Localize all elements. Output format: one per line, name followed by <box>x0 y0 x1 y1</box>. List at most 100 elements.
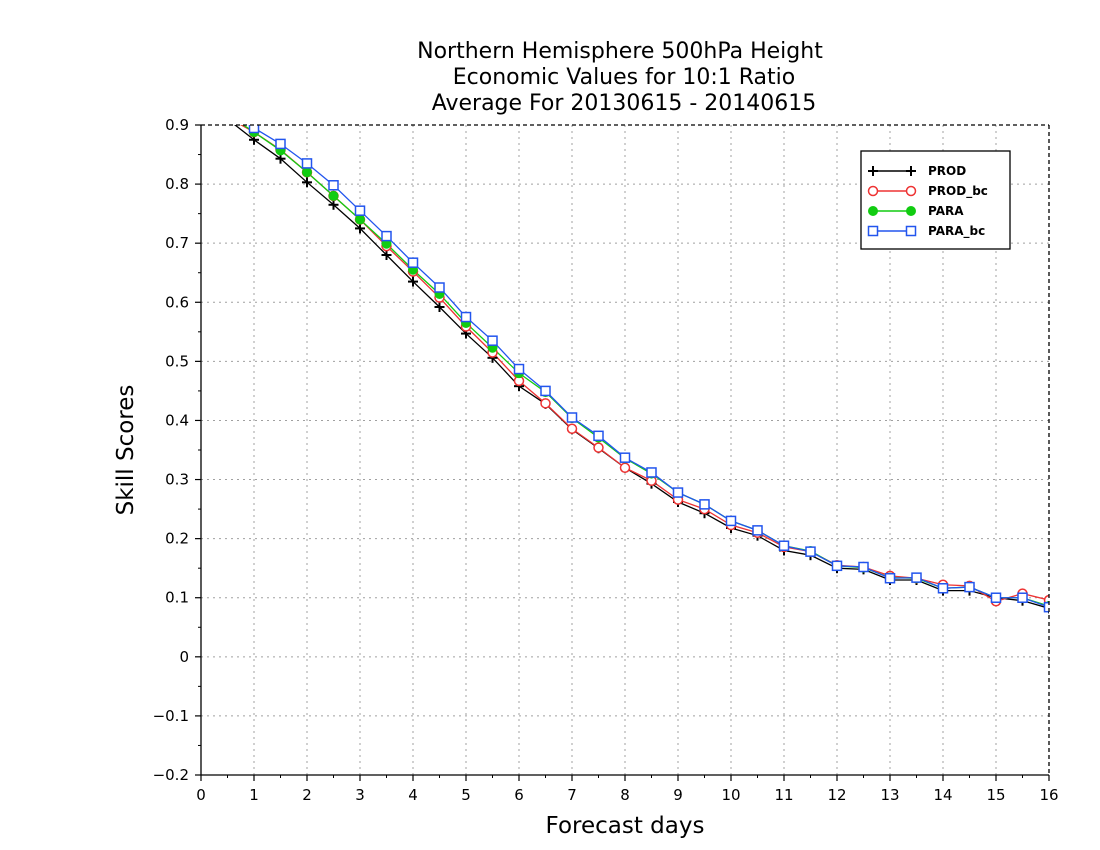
data-point-para-bc <box>831 560 843 572</box>
legend-marker-para <box>906 206 916 216</box>
data-point-prod <box>434 302 445 312</box>
x-tick-label: 0 <box>196 786 206 804</box>
y-tick-label: −0.2 <box>153 766 189 784</box>
data-point-para-bc <box>566 412 578 423</box>
data-point-para-bc <box>990 592 1002 603</box>
legend-marker-prod-bc <box>867 185 879 197</box>
x-tick-label: 10 <box>721 786 740 804</box>
title-line-2: Economic Values for 10:1 Ratio <box>453 65 795 90</box>
data-point-para-bc <box>301 158 313 169</box>
data-point-para <box>355 214 365 225</box>
data-point-para-bc <box>619 452 631 463</box>
data-point-para-bc <box>964 581 975 593</box>
y-axis-label: Skill Scores <box>113 385 139 516</box>
y-tick-label: 0.7 <box>165 234 189 252</box>
data-point-para-bc <box>328 180 339 191</box>
x-tick-label: 1 <box>249 786 259 804</box>
data-point-prod-bc <box>566 423 578 434</box>
data-point-prod-bc <box>619 462 631 473</box>
legend-item-para: PARA <box>868 204 964 218</box>
legend-marker-prod <box>906 166 916 176</box>
legend: PROD PROD_bc PARA PARA_bc <box>860 150 1011 250</box>
data-point-prod-bc <box>593 442 604 453</box>
legend-item-prod-bc: PROD_bc <box>867 184 988 199</box>
x-tick-label: 9 <box>673 786 683 804</box>
data-point-para-bc <box>1043 601 1049 613</box>
data-point-para-bc <box>646 467 657 478</box>
y-tick-label: 0.2 <box>165 530 189 548</box>
x-tick-label: 12 <box>827 786 846 804</box>
data-point-para-bc <box>699 499 710 510</box>
data-point-para-bc <box>248 125 260 134</box>
legend-marker-para-bc <box>905 225 917 237</box>
data-point-para-bc <box>354 205 366 216</box>
data-point-prod <box>355 223 365 234</box>
data-point-prod <box>328 199 339 210</box>
legend-item-para-bc: PARA_bc <box>867 224 985 239</box>
x-tick-label: 15 <box>986 786 1005 804</box>
data-point-para-bc <box>540 385 551 397</box>
data-point-para-bc <box>487 335 498 346</box>
data-point-para-bc <box>911 572 922 583</box>
data-point-para-bc <box>937 583 949 594</box>
legend-label-para-bc: PARA_bc <box>928 224 985 239</box>
y-tick-label: 0.4 <box>165 411 189 429</box>
x-tick-label: 13 <box>880 786 899 804</box>
legend-label-para: PARA <box>928 204 964 218</box>
legend-label-prod-bc: PROD_bc <box>928 184 988 199</box>
data-point-prod-bc <box>540 398 551 409</box>
data-point-para-bc <box>725 515 737 527</box>
data-point-para-bc <box>805 546 816 557</box>
data-point-para-bc <box>1017 592 1028 603</box>
title-line-3: Average For 20130615 - 20140615 <box>432 91 817 116</box>
grid <box>201 125 1049 775</box>
data-point-para-bc <box>752 525 763 536</box>
data-point-prod <box>381 250 392 260</box>
y-tick-label: 0 <box>179 648 189 666</box>
x-tick-label: 2 <box>302 786 312 804</box>
legend-marker-para-bc <box>867 225 879 237</box>
data-point-para-bc <box>513 363 525 375</box>
y-axis-ticks: −0.2 −0.1 0 0.1 0.2 0.3 0.4 0.5 0.6 0.7 0.8 0.9 <box>153 116 201 784</box>
y-tick-label: 0.9 <box>165 116 189 134</box>
title-line-1: Northern Hemisphere 500hPa Height <box>417 39 823 64</box>
series-markers <box>248 125 1049 614</box>
y-tick-label: 0.8 <box>165 175 189 193</box>
data-point-prod <box>408 276 418 287</box>
data-point-para <box>302 167 312 178</box>
x-axis-label: Forecast days <box>546 813 705 839</box>
y-tick-label: 0.1 <box>165 589 189 607</box>
legend-marker-prod-bc <box>905 185 917 197</box>
data-point-para-bc <box>275 138 286 150</box>
data-point-para-bc <box>460 311 472 323</box>
chart-title: Northern Hemisphere 500hPa Height Econom… <box>417 39 823 116</box>
data-point-para-bc <box>778 540 790 551</box>
legend-item-prod: PROD <box>868 164 966 178</box>
data-point-para <box>328 190 339 201</box>
legend-marker-prod <box>868 166 878 176</box>
data-point-para-bc <box>407 257 419 268</box>
legend-label-prod: PROD <box>928 164 966 178</box>
data-point-prod <box>302 177 312 188</box>
data-point-para-bc <box>858 561 869 573</box>
data-point-para-bc <box>884 572 896 584</box>
y-tick-label: 0.3 <box>165 471 189 489</box>
x-tick-label: 3 <box>355 786 365 804</box>
x-axis-ticks: 0 1 2 3 4 5 6 7 8 9 10 11 12 13 14 15 16 <box>196 775 1059 804</box>
x-tick-label: 5 <box>461 786 471 804</box>
x-tick-label: 16 <box>1039 786 1058 804</box>
x-tick-label: 8 <box>620 786 630 804</box>
data-point-para-bc <box>672 487 684 498</box>
legend-box <box>860 150 1011 250</box>
data-point-para-bc <box>434 282 445 293</box>
data-point-para-bc <box>593 430 604 442</box>
x-tick-label: 7 <box>567 786 577 804</box>
y-tick-label: 0.5 <box>165 352 189 370</box>
legend-marker-para <box>868 206 878 216</box>
x-tick-label: 4 <box>408 786 418 804</box>
y-tick-label: −0.1 <box>153 707 189 725</box>
x-tick-label: 14 <box>933 786 952 804</box>
x-tick-label: 11 <box>774 786 793 804</box>
data-point-para-bc <box>381 230 392 242</box>
